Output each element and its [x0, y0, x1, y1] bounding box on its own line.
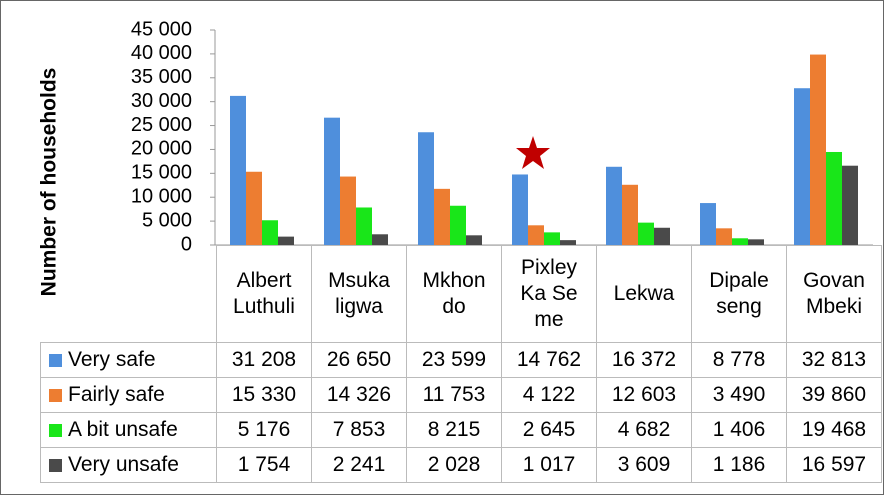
- legend-cell: Very safe: [40, 342, 217, 378]
- bar: [372, 234, 388, 245]
- value-label: 5 176: [216, 412, 312, 448]
- bar: [278, 236, 294, 245]
- bar: [544, 232, 560, 245]
- value-label: 4 122: [501, 377, 597, 413]
- value-label: 16 372: [596, 342, 692, 378]
- y-tick-label: 5 000: [142, 209, 192, 231]
- bar: [324, 117, 340, 245]
- value-label: 2 645: [501, 412, 597, 448]
- bar: [748, 239, 764, 245]
- value-label: 1 017: [501, 447, 597, 483]
- bar: [810, 54, 826, 246]
- bar: [230, 95, 246, 245]
- bar: [716, 228, 732, 245]
- legend-cell: Very unsafe: [40, 447, 217, 483]
- value-label: 4 682: [596, 412, 692, 448]
- value-label: 26 650: [311, 342, 407, 378]
- value-label: 2 028: [406, 447, 502, 483]
- legend-swatch: [49, 423, 62, 437]
- legend-cell: Fairly safe: [40, 377, 217, 413]
- legend-label: Very safe: [68, 348, 156, 371]
- y-tick-label: 40 000: [131, 42, 192, 64]
- value-label: 3 609: [596, 447, 692, 483]
- value-label: 1 406: [691, 412, 787, 448]
- series-row: Very safe 31 208 26 650 23 599 14 762 16 372 8…: [40, 342, 882, 378]
- value-label: 11 753: [406, 377, 502, 413]
- value-label: 1 186: [691, 447, 787, 483]
- value-label: 8 215: [406, 412, 502, 448]
- bar: [654, 227, 670, 245]
- bar: [466, 235, 482, 245]
- value-label: 7 853: [311, 412, 407, 448]
- y-axis-label: Number of households: [38, 68, 61, 297]
- value-label: 12 603: [596, 377, 692, 413]
- y-tick-label: 25 000: [131, 114, 192, 136]
- y-tick-label: 45 000: [131, 18, 192, 40]
- star-marker: [516, 136, 550, 169]
- y-tick-label: 20 000: [131, 138, 192, 160]
- bar: [606, 166, 622, 245]
- category-label: Msukaligwa: [311, 245, 407, 343]
- value-label: 15 330: [216, 377, 312, 413]
- series-row: Fairly safe 15 330 14 326 11 753 4 122 12 603…: [40, 377, 882, 413]
- bar: [622, 184, 638, 245]
- data-table: Albert Luthuli Msukaligwa Mkhondo Pixley Ka…: [40, 245, 882, 483]
- bar: [512, 174, 528, 245]
- category-label: Pixley Ka Seme: [501, 245, 597, 343]
- bar: [246, 171, 262, 245]
- value-label: 14 326: [311, 377, 407, 413]
- bar: [418, 132, 434, 245]
- category-row: Albert Luthuli Msukaligwa Mkhondo Pixley Ka…: [40, 245, 882, 343]
- bar: [560, 240, 576, 245]
- category-label: Dipaleseng: [691, 245, 787, 343]
- bar: [434, 188, 450, 245]
- value-label: 16 597: [786, 447, 882, 483]
- legend-swatch: [49, 458, 62, 472]
- series-row: Very unsafe 1 754 2 241 2 028 1 017 3 609 1 18…: [40, 447, 882, 483]
- category-label: Mkhondo: [406, 245, 502, 343]
- bar: [794, 88, 810, 245]
- y-tick-label: 15 000: [131, 162, 192, 184]
- value-label: 1 754: [216, 447, 312, 483]
- value-label: 32 813: [786, 342, 882, 378]
- value-label: 31 208: [216, 342, 312, 378]
- bar: [356, 207, 372, 245]
- value-label: 2 241: [311, 447, 407, 483]
- category-label: Albert Luthuli: [216, 245, 312, 343]
- legend-label: Very unsafe: [68, 453, 179, 476]
- bar: [450, 205, 466, 245]
- category-label: Govan Mbeki: [786, 245, 882, 343]
- blank-cell: [40, 245, 217, 343]
- bar: [732, 238, 748, 245]
- legend-label: Fairly safe: [68, 383, 165, 406]
- value-label: 3 490: [691, 377, 787, 413]
- legend-swatch: [49, 353, 62, 367]
- value-label: 14 762: [501, 342, 597, 378]
- bar: [842, 165, 858, 245]
- value-label: 23 599: [406, 342, 502, 378]
- y-tick-label: 35 000: [131, 66, 192, 88]
- value-label: 8 778: [691, 342, 787, 378]
- legend-cell: A bit unsafe: [40, 412, 217, 448]
- series-row: A bit unsafe 5 176 7 853 8 215 2 645 4 682 1 4…: [40, 412, 882, 448]
- category-label: Lekwa: [596, 245, 692, 343]
- bar: [700, 203, 716, 245]
- y-tick-label: 30 000: [131, 90, 192, 112]
- value-label: 39 860: [786, 377, 882, 413]
- legend-swatch: [49, 388, 62, 402]
- bar: [528, 225, 544, 245]
- bar: [262, 220, 278, 245]
- bar: [826, 151, 842, 245]
- legend-label: A bit unsafe: [68, 418, 178, 441]
- y-tick-label: 0: [181, 233, 192, 255]
- y-tick-label: 10 000: [131, 186, 192, 208]
- value-label: 19 468: [786, 412, 882, 448]
- bar: [638, 222, 654, 245]
- bar: [340, 176, 356, 245]
